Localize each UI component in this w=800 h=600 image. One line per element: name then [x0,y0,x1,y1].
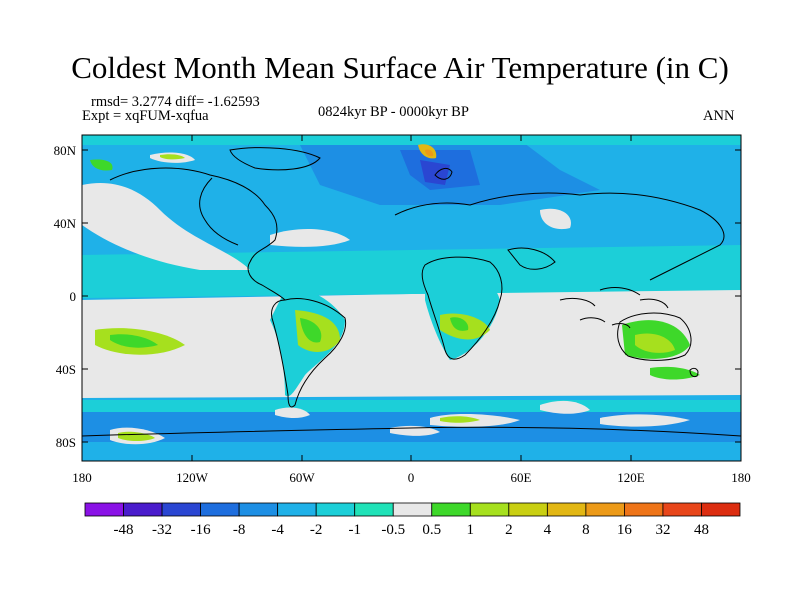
axis-ticks [82,135,741,461]
colorbar-label: 1 [467,522,475,538]
colorbar-swatch [662,502,702,517]
lon-label-120w: 120W [176,470,209,485]
colorbar-swatch [701,502,741,517]
colorbar-label: 4 [544,522,552,538]
colorbar-label: -32 [152,522,172,538]
colorbar-label: -16 [191,522,211,538]
colorbar-label: 0.5 [422,522,441,538]
map-title: Coldest Month Mean Surface Air Temperatu… [71,50,729,85]
colorbar-label: -48 [114,522,134,538]
lon-label-180w: 180 [72,470,92,485]
colorbar-label: 8 [582,522,590,538]
colorbar-swatch [315,502,356,517]
lat-label-80s: 80S [56,435,76,450]
colorbar-label: 32 [655,522,670,538]
lat-label-0: 0 [70,289,77,304]
experiment-line: Expt = xqFUM-xqfua [82,108,209,124]
lat-label-80n: 80N [54,143,77,158]
colorbar-label: -1 [348,522,361,538]
temperature-field [82,135,741,461]
colorbar-swatch [277,502,317,517]
season-label: ANN [703,108,735,124]
lon-label-60w: 60W [289,470,315,485]
colorbar-swatch [585,502,625,517]
colorbar-swatch [469,502,510,517]
colorbar-label: -2 [310,522,323,538]
colorbar-swatch [84,502,124,517]
colorbar-label: 2 [505,522,513,538]
lat-label-40n: 40N [54,216,77,231]
colorbar-swatch [123,502,163,517]
lon-label-180e: 180 [731,470,751,485]
coastlines [82,147,741,437]
lon-label-0: 0 [408,470,415,485]
colorbar-swatch [431,502,471,517]
colorbar: -48 -32 -16 -8 -4 -2 -1 -0.5 0.5 1 2 4 8 16 32 48 [84,502,741,538]
colorbar-label: -8 [233,522,246,538]
colorbar-swatch [392,502,433,517]
colorbar-swatch [238,502,279,517]
colorbar-swatch [200,502,240,517]
period-label: 0824kyr BP - 0000kyr BP [318,104,469,120]
lat-label-40s: 40S [56,362,76,377]
colorbar-label: 48 [694,522,709,538]
lon-label-120e: 120E [617,470,645,485]
stats-line: rmsd= 3.2774 diff= -1.62593 [91,94,260,110]
colorbar-swatch [546,502,587,517]
colorbar-swatch [624,502,664,517]
colorbar-swatch [354,502,394,517]
colorbar-swatch [161,502,201,517]
colorbar-label: -4 [271,522,284,538]
colorbar-label: 16 [617,522,633,538]
colorbar-label: -0.5 [381,522,405,538]
lon-label-60e: 60E [511,470,532,485]
colorbar-swatch [508,502,548,517]
